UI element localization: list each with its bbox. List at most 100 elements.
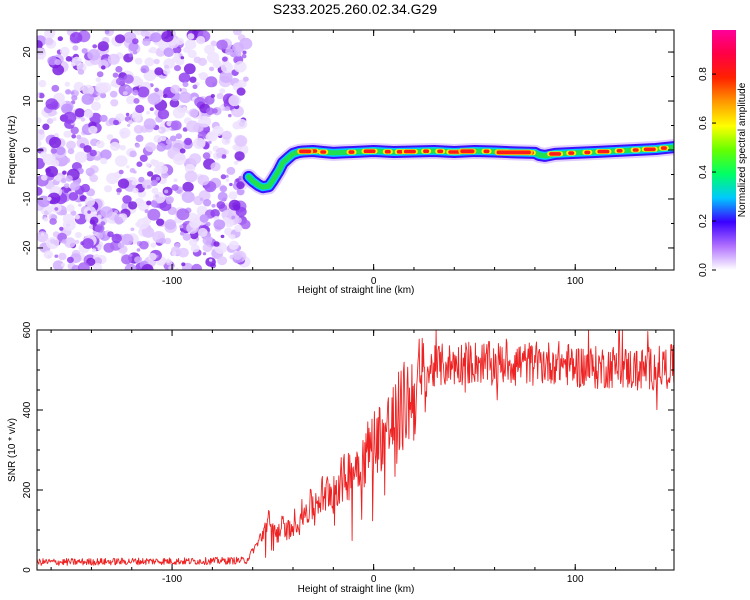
noise-blob (44, 37, 54, 46)
noise-blob (89, 225, 93, 229)
noise-blob (202, 243, 213, 253)
noise-blob (213, 219, 226, 230)
snr-line (37, 330, 674, 566)
noise-blob (132, 50, 138, 55)
noise-blob (219, 71, 233, 83)
noise-blob (173, 153, 186, 166)
noise-blob (180, 231, 185, 236)
noise-blob (101, 65, 106, 70)
noise-blob (120, 233, 134, 246)
noise-blob (126, 165, 130, 169)
noise-blob (132, 114, 142, 122)
noise-blob (128, 119, 134, 125)
noise-blob (116, 192, 121, 196)
y-tick-label: 10 (22, 95, 33, 107)
noise-blob (133, 124, 144, 134)
noise-blob (164, 237, 172, 245)
noise-blob (153, 58, 160, 65)
signal-hotspot (448, 150, 461, 154)
noise-blob (54, 254, 59, 258)
noise-blob (37, 186, 43, 196)
colorbar-label: Normalized spectral amplitude (737, 82, 748, 217)
spectrogram-ylabel: Frequency (Hz) (7, 116, 18, 185)
noise-blob (181, 262, 186, 267)
noise-blob (154, 166, 163, 174)
noise-blob (150, 32, 162, 43)
y-tick-label: -10 (22, 191, 33, 206)
noise-blob (81, 93, 94, 105)
noise-blob (184, 137, 193, 146)
noise-blob (78, 203, 82, 207)
noise-blob (141, 264, 154, 270)
noise-blob (216, 152, 223, 158)
noise-blob (161, 30, 174, 43)
noise-blob (114, 216, 124, 225)
snr-plot-area (37, 330, 674, 566)
noise-blob (165, 197, 173, 205)
snr-frame (36, 329, 675, 571)
noise-blob (225, 48, 234, 56)
noise-blob (234, 151, 245, 161)
noise-blob (37, 117, 42, 124)
noise-blob (151, 187, 159, 194)
noise-blob (49, 218, 57, 225)
noise-blob (88, 125, 98, 134)
noise-blob (174, 52, 180, 59)
noise-blob (100, 206, 113, 218)
noise-blob (202, 116, 208, 121)
noise-blob (126, 95, 136, 105)
noise-blob (202, 236, 213, 246)
noise-blob (115, 66, 123, 73)
snr-axes: -100 0 100 0 200 400 600 (22, 321, 674, 585)
noise-blob (189, 153, 202, 165)
noise-blob (228, 113, 232, 118)
signal-hotspot (549, 152, 562, 156)
noise-blob (165, 258, 171, 264)
noise-blob (131, 180, 137, 186)
x-tick-label: 100 (567, 574, 584, 585)
noise-blob (128, 53, 133, 58)
noise-blob (128, 42, 139, 52)
noise-blob (79, 195, 87, 202)
noise-blob (235, 178, 240, 183)
noise-blob (60, 46, 70, 56)
noise-blob (77, 69, 85, 75)
noise-blob (119, 144, 126, 151)
noise-blob (135, 78, 144, 86)
noise-blob (92, 230, 98, 235)
colorbar-gradient (712, 30, 736, 270)
noise-blob (117, 242, 125, 249)
noise-blob (82, 84, 95, 96)
y-tick-label: 400 (22, 401, 33, 418)
noise-blob (87, 210, 91, 214)
noise-blob (217, 191, 228, 202)
noise-blob (163, 47, 174, 57)
chart-title: S233.2025.260.02.34.G29 (273, 1, 437, 17)
noise-blob (67, 148, 75, 155)
noise-blob (106, 134, 114, 141)
snr-xlabel: Height of straight line (km) (298, 584, 415, 595)
noise-blob (99, 114, 108, 122)
noise-blob (159, 237, 166, 244)
noise-blob (209, 66, 215, 72)
noise-blob (135, 134, 144, 142)
noise-blob (104, 30, 110, 35)
noise-blob (118, 169, 124, 175)
signal-hotspot (403, 149, 416, 154)
noise-blob (202, 252, 207, 256)
noise-blob (38, 129, 45, 135)
noise-blob (210, 40, 218, 47)
colorbar-ticks: 0.0 0.2 0.4 0.6 0.8 (698, 67, 716, 277)
noise-blob (203, 73, 208, 78)
noise-blob (83, 109, 94, 119)
noise-blob (219, 185, 228, 193)
colorbar-tick-label: 0.0 (698, 263, 709, 277)
noise-blob (155, 176, 161, 181)
noise-blob (221, 154, 227, 159)
noise-blob (184, 170, 198, 183)
noise-blob (143, 118, 156, 130)
noise-blob (174, 65, 181, 72)
noise-blob (129, 168, 136, 173)
noise-blob (169, 135, 177, 142)
